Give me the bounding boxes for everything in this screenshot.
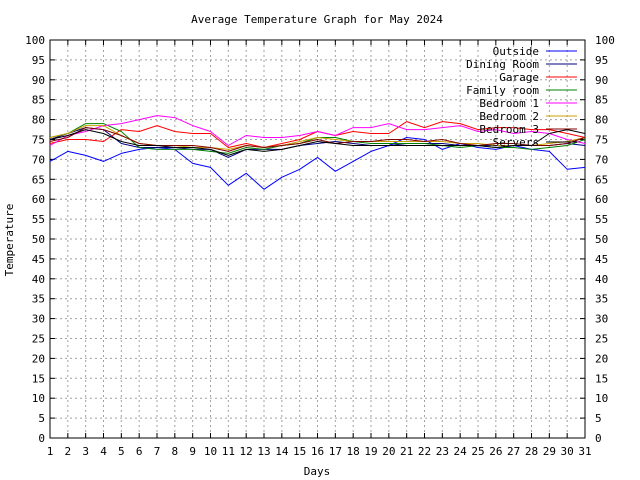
y-tick-label: 70 [32, 153, 45, 166]
x-tick-label: 15 [293, 445, 306, 458]
x-tick-label: 13 [257, 445, 270, 458]
x-tick-label: 27 [507, 445, 520, 458]
y-tick-label: 35 [32, 293, 45, 306]
y-tick-label: 40 [32, 273, 45, 286]
y-tick-label-right: 80 [595, 114, 608, 127]
y-tick-label-right: 75 [595, 134, 608, 147]
y-tick-label-right: 45 [595, 253, 608, 266]
y-tick-label: 5 [38, 412, 45, 425]
y-tick-label: 55 [32, 213, 45, 226]
x-axis-label: Days [304, 465, 331, 478]
y-tick-label: 45 [32, 253, 45, 266]
series-line-outside [49, 137, 586, 190]
x-tick-label: 18 [347, 445, 360, 458]
y-tick-label-right: 60 [595, 193, 608, 206]
y-tick-label-right: 40 [595, 273, 608, 286]
x-tick-label: 8 [172, 445, 179, 458]
y-tick-label: 15 [32, 372, 45, 385]
x-tick-label: 16 [311, 445, 324, 458]
x-tick-label: 1 [47, 445, 54, 458]
y-tick-label-right: 20 [595, 352, 608, 365]
y-tick-label-right: 5 [595, 412, 602, 425]
series-line-bedroom-3 [49, 127, 586, 152]
x-tick-label: 17 [329, 445, 342, 458]
y-tick-label-right: 10 [595, 392, 608, 405]
y-tick-label: 100 [25, 34, 45, 47]
x-tick-label: 22 [418, 445, 431, 458]
x-tick-label: 28 [525, 445, 538, 458]
x-tick-label: 7 [154, 445, 161, 458]
y-tick-label: 30 [32, 313, 45, 326]
y-tick-label: 25 [32, 333, 45, 346]
x-tick-label: 2 [65, 445, 72, 458]
series-line-bedroom-1 [49, 115, 586, 146]
y-tick-label-right: 90 [595, 74, 608, 87]
chart-title: Average Temperature Graph for May 2024 [191, 13, 443, 26]
y-tick-label: 75 [32, 134, 45, 147]
x-tick-label: 10 [204, 445, 217, 458]
legend-label-bedroom-1: Bedroom 1 [479, 97, 539, 110]
legend-label-servers: Servers [493, 136, 539, 149]
legend-label-family-room: Family room [466, 84, 539, 97]
x-tick-label: 25 [471, 445, 484, 458]
x-tick-label: 11 [222, 445, 235, 458]
y-tick-label: 65 [32, 173, 45, 186]
x-tick-label: 6 [136, 445, 143, 458]
x-tick-label: 23 [436, 445, 449, 458]
legend-label-garage: Garage [499, 71, 539, 84]
x-tick-label: 19 [364, 445, 377, 458]
x-tick-label: 26 [489, 445, 502, 458]
legend-label-bedroom-3: Bedroom 3 [479, 123, 539, 136]
y-tick-label-right: 50 [595, 233, 608, 246]
y-tick-label-right: 65 [595, 173, 608, 186]
y-tick-label-right: 55 [595, 213, 608, 226]
grid [50, 40, 585, 438]
x-tick-label: 24 [454, 445, 468, 458]
x-tick-label: 21 [400, 445, 413, 458]
x-tick-label: 9 [189, 445, 196, 458]
x-tick-label: 31 [578, 445, 591, 458]
legend-label-dining-room: Dining Room [466, 58, 539, 71]
x-tick-label: 12 [240, 445, 253, 458]
x-tick-label: 14 [275, 445, 289, 458]
x-tick-label: 5 [118, 445, 125, 458]
x-tick-label: 29 [543, 445, 556, 458]
y-tick-label-right: 70 [595, 153, 608, 166]
y-tick-label: 95 [32, 54, 45, 67]
y-tick-label-right: 100 [595, 34, 615, 47]
y-tick-label: 85 [32, 94, 45, 107]
y-tick-label: 0 [38, 432, 45, 445]
y-tick-label-right: 15 [595, 372, 608, 385]
y-tick-label-right: 95 [595, 54, 608, 67]
y-tick-label-right: 85 [595, 94, 608, 107]
x-tick-label: 30 [561, 445, 574, 458]
x-tick-label: 4 [100, 445, 107, 458]
y-tick-label: 10 [32, 392, 45, 405]
y-tick-label: 20 [32, 352, 45, 365]
y-tick-label: 90 [32, 74, 45, 87]
series-lines [49, 115, 586, 190]
legend-label-outside: Outside [493, 45, 539, 58]
y-tick-label-right: 0 [595, 432, 602, 445]
x-tick-label: 20 [382, 445, 395, 458]
x-tick-label: 3 [82, 445, 89, 458]
y-axis-label: Temperature [3, 204, 16, 277]
y-tick-label: 80 [32, 114, 45, 127]
y-tick-label-right: 30 [595, 313, 608, 326]
y-tick-label: 50 [32, 233, 45, 246]
y-tick-label-right: 35 [595, 293, 608, 306]
y-tick-label-right: 25 [595, 333, 608, 346]
legend-label-bedroom-2: Bedroom 2 [479, 110, 539, 123]
series-line-servers [49, 129, 586, 156]
y-tick-label: 60 [32, 193, 45, 206]
